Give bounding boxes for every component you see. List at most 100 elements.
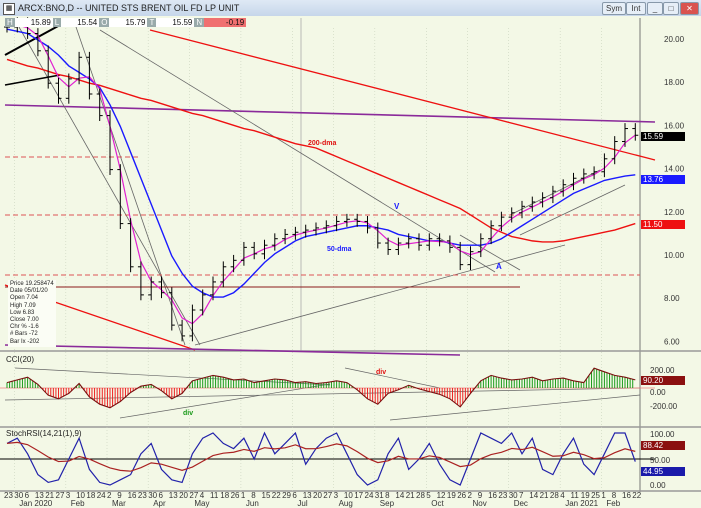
title-bar: ▦ ARCX:BNO,D -- UNITED STS BRENT OIL FD … — [0, 0, 701, 16]
month-label: Nov — [473, 499, 487, 508]
close-button[interactable]: ✕ — [680, 2, 699, 15]
trendline — [74, 23, 186, 346]
minimize-button[interactable]: _ — [647, 2, 663, 15]
price-tick-label: 6.00 — [664, 337, 680, 346]
date-tick-label: 19 — [581, 491, 590, 500]
date-tick-label: 24 — [365, 491, 374, 500]
date-tick-label: 28 — [416, 491, 425, 500]
trendline — [4, 387, 641, 401]
trendline — [14, 19, 201, 346]
date-tick-label: 15 — [262, 491, 271, 500]
month-label: Aug — [339, 499, 353, 508]
date-tick-label: 13 — [169, 491, 178, 500]
date-tick-label: 27 — [189, 491, 198, 500]
date-tick-label: 2 — [468, 491, 473, 500]
date-tick-label: 16 — [622, 491, 631, 500]
quote-low: 15.54 — [61, 18, 100, 27]
cci-tag: 90.20 — [641, 376, 685, 385]
date-tick-label: 3 — [334, 491, 339, 500]
date-tick-label: 23 — [138, 491, 147, 500]
maximize-button[interactable]: □ — [663, 2, 679, 15]
annotation-v: V — [394, 202, 400, 211]
dma200-line — [6, 58, 636, 243]
date-tick-label: 17 — [354, 491, 363, 500]
trendline — [149, 29, 656, 161]
data-window: Price 19.258474 Date 05/01/20 Open 7.04 Hig… — [8, 280, 56, 347]
date-tick-label: 14 — [395, 491, 404, 500]
dma200-tag: 11.50 — [641, 220, 685, 229]
stochrsi-line — [6, 431, 636, 486]
date-tick-label: 11 — [571, 491, 580, 500]
symbol-button[interactable]: Sym — [602, 2, 626, 15]
date-tick-label: 16 — [128, 491, 137, 500]
date-tick-label: 21 — [540, 491, 549, 500]
stochrsi-tick-label: 100.00 — [650, 430, 675, 439]
date-tick-label: 25 — [591, 491, 600, 500]
date-tick-label: 27 — [56, 491, 65, 500]
month-label: Jul — [297, 499, 307, 508]
month-label: Jun — [246, 499, 259, 508]
month-label: Feb — [71, 499, 85, 508]
trendline — [344, 367, 441, 389]
date-tick-label: 22 — [632, 491, 641, 500]
quote-bar: H 15.89 L 15.54 O 15.79 T 15.59 N -0.19 — [5, 18, 247, 27]
date-tick-label: 13 — [35, 491, 44, 500]
price-tick-label: 10.00 — [664, 251, 685, 260]
last-price-tag: 15.59 — [641, 132, 685, 141]
date-tick-label: 8 — [612, 491, 617, 500]
stochrsi-tag: 44.95 — [641, 467, 685, 476]
date-tick-label: 10 — [76, 491, 85, 500]
date-tick-label: 30 — [148, 491, 157, 500]
date-tick-label: 27 — [323, 491, 332, 500]
date-tick-label: 19 — [447, 491, 456, 500]
date-tick-label: 28 — [550, 491, 559, 500]
price-tick-label: 14.00 — [664, 165, 685, 174]
data-window-row: Date 05/01/20 — [10, 288, 48, 295]
trendline — [119, 383, 331, 419]
stochrsi-pane-title: StochRSI(14,21(1),9) — [6, 429, 82, 438]
price-tick-label: 16.00 — [664, 121, 685, 130]
date-tick-label: 26 — [231, 491, 240, 500]
data-window-row: Open 7.04 — [10, 295, 39, 302]
month-label: Jan 2020 — [19, 499, 52, 508]
trendline — [509, 169, 601, 216]
price-tick-label: 18.00 — [664, 78, 685, 87]
date-tick-label: 8 — [385, 491, 390, 500]
date-tick-label: 21 — [45, 491, 54, 500]
month-label: Oct — [431, 499, 444, 508]
month-label: Apr — [153, 499, 166, 508]
month-label: Dec — [514, 499, 528, 508]
quote-key: N — [194, 18, 205, 27]
trendline — [4, 74, 61, 86]
date-tick-label: 6 — [292, 491, 297, 500]
annotation-div-cci: div — [183, 410, 194, 417]
fast-ma-line — [6, 24, 636, 325]
cci-line — [6, 367, 636, 409]
date-tick-label: 1 — [241, 491, 246, 500]
data-window-row: # Bars -72 — [10, 331, 38, 338]
date-tick-label: 4 — [200, 491, 205, 500]
date-tick-label: 9 — [117, 491, 122, 500]
quote-key: L — [52, 18, 62, 27]
trendline — [519, 184, 626, 236]
date-tick-label: 24 — [97, 491, 106, 500]
quote-last: 15.59 — [156, 18, 195, 27]
date-tick-label: 16 — [488, 491, 497, 500]
date-tick-label: 3 — [66, 491, 71, 500]
date-tick-label: 13 — [303, 491, 312, 500]
trendline — [4, 344, 461, 356]
date-tick-label: 26 — [457, 491, 466, 500]
cci-pane-title: CCI(20) — [6, 355, 35, 364]
date-tick-label: 6 — [25, 491, 30, 500]
cci-tick-label: 0.00 — [650, 388, 666, 397]
date-tick-label: 6 — [159, 491, 164, 500]
date-tick-label: 29 — [282, 491, 291, 500]
quote-key: T — [147, 18, 157, 27]
dma50-tag: 13.76 — [641, 175, 685, 184]
data-window-row: Close 7.00 — [10, 317, 39, 324]
stochrsi-tick-label: 0.00 — [650, 481, 666, 490]
data-window-row: Bar Ix -202 — [10, 338, 40, 345]
date-tick-label: 14 — [529, 491, 538, 500]
interval-button[interactable]: Int — [626, 2, 646, 15]
